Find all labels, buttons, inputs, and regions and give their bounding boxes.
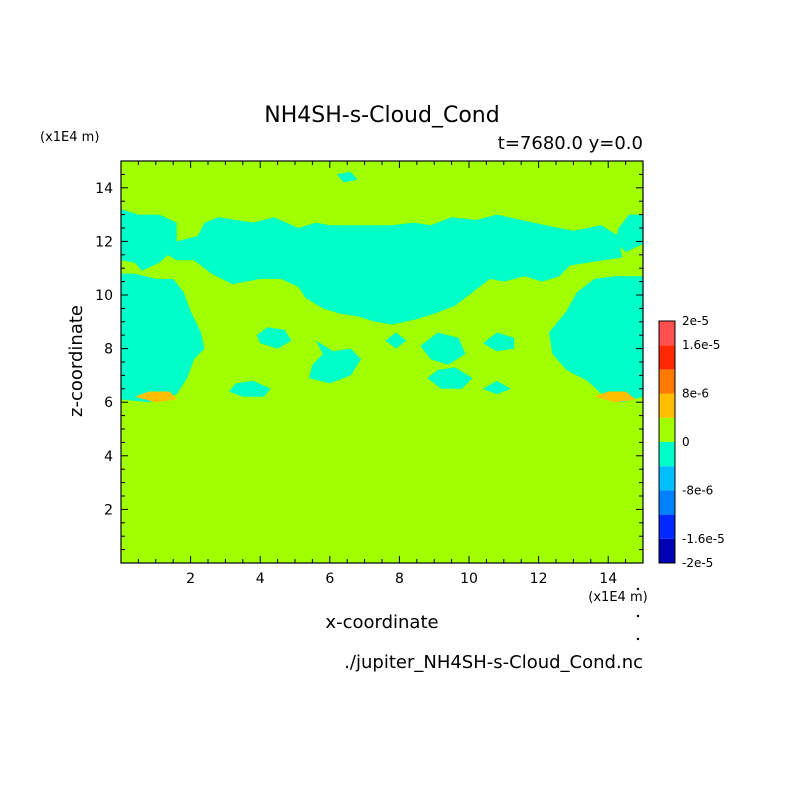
axis-ticks: 2 4 6 8 10 12 14 2 4 6 8 10 12 14 bbox=[95, 161, 643, 587]
x-tick-label: 12 bbox=[530, 571, 548, 587]
marker-dot bbox=[636, 614, 640, 618]
contour-region bbox=[308, 340, 362, 384]
colorbar: 2e-5 1.6e-5 8e-6 0 -8e-6 -1.6e-5 -2e-5 bbox=[658, 314, 725, 570]
colorbar-label: -8e-6 bbox=[682, 483, 713, 497]
y-tick-label: 8 bbox=[104, 342, 113, 358]
y-unit-label: (x1E4 m) bbox=[40, 130, 99, 145]
x-tick-label: 4 bbox=[256, 571, 265, 587]
colorbar-bin bbox=[659, 321, 675, 346]
colorbar-frame bbox=[658, 320, 676, 564]
colorbar-bin bbox=[659, 490, 675, 515]
x-tick-label: 14 bbox=[599, 571, 617, 587]
chart-subtitle: t=7680.0 y=0.0 bbox=[498, 133, 643, 154]
contour-region bbox=[385, 332, 407, 349]
marker-dot bbox=[636, 637, 640, 641]
y-tick-label: 10 bbox=[95, 288, 113, 304]
x-tick-label: 10 bbox=[460, 571, 478, 587]
contour-region bbox=[594, 391, 636, 403]
marker-dot bbox=[636, 587, 640, 591]
contour-region bbox=[615, 214, 643, 253]
contour-region bbox=[336, 171, 358, 183]
chart-title: NH4SH-s-Cloud_Cond bbox=[264, 103, 499, 128]
colorbar-bin bbox=[659, 393, 675, 418]
colorbar-label: 2e-5 bbox=[682, 314, 709, 328]
colorbar-bin bbox=[659, 345, 675, 370]
contour-region bbox=[482, 332, 515, 352]
contour-region bbox=[134, 391, 177, 403]
x-unit-label: (x1E4 m) bbox=[588, 590, 647, 605]
colorbar-label: -2e-5 bbox=[682, 556, 713, 570]
colorbar-bin bbox=[659, 442, 675, 467]
x-axis-label: x-coordinate bbox=[325, 612, 438, 633]
x-tick-label: 6 bbox=[325, 571, 334, 587]
contour-region bbox=[427, 367, 473, 389]
x-tick-label: 8 bbox=[395, 571, 404, 587]
colorbar-label: 0 bbox=[682, 435, 690, 449]
y-tick-label: 14 bbox=[95, 181, 113, 197]
colorbar-bin bbox=[659, 514, 675, 539]
contour-region bbox=[549, 276, 643, 403]
x-tick-label: 2 bbox=[186, 571, 195, 587]
colorbar-label: 8e-6 bbox=[682, 387, 709, 401]
y-axis-label: z-coordinate bbox=[66, 305, 87, 417]
colorbar-label: -1.6e-5 bbox=[682, 532, 725, 546]
y-tick-label: 2 bbox=[104, 502, 113, 518]
contour-region bbox=[121, 273, 205, 403]
colorbar-bin bbox=[659, 369, 675, 394]
source-filename: ./jupiter_NH4SH-s-Cloud_Cond.nc bbox=[344, 652, 643, 673]
colorbar-bin bbox=[659, 417, 675, 442]
colorbar-label: 1.6e-5 bbox=[682, 338, 720, 352]
colorbar-bin bbox=[659, 466, 675, 491]
contour-regions bbox=[121, 171, 643, 403]
contour-region bbox=[420, 332, 466, 365]
contour-region bbox=[121, 209, 177, 271]
contour-region bbox=[482, 380, 511, 395]
contour-region bbox=[256, 327, 292, 349]
y-tick-label: 4 bbox=[104, 449, 113, 465]
y-tick-label: 12 bbox=[95, 234, 113, 250]
colorbar-bin bbox=[659, 538, 675, 563]
plot-frame bbox=[120, 160, 644, 564]
y-tick-label: 6 bbox=[104, 395, 113, 411]
contour-region bbox=[148, 214, 623, 325]
contour-region bbox=[228, 380, 271, 397]
